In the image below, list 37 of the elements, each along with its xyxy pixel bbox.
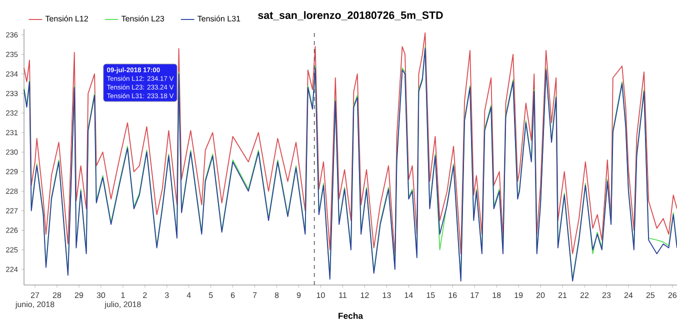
x-tick-label: 12: [360, 292, 369, 298]
x-tick-label: 20: [536, 292, 545, 298]
x-tick-label: 3: [164, 292, 169, 298]
chart-title: sat_san_lorenzo_20180726_5m_STD: [258, 11, 443, 20]
x-tick-label: 7: [252, 292, 257, 298]
x-tick-label: 25: [646, 292, 655, 298]
x-axis-title: Fecha: [338, 312, 364, 319]
text: julio, 2018: [104, 301, 141, 309]
x-tick-label: 27: [30, 292, 40, 298]
x-tick-label: 14: [404, 292, 413, 298]
x-tick-label: 16: [448, 292, 457, 298]
x-tick-label: 23: [602, 292, 611, 298]
x-tick-label: 22: [580, 292, 589, 298]
x-tick-label: 15: [426, 292, 435, 298]
x-tick-label: 21: [558, 292, 567, 298]
x-tick-label: 4: [186, 292, 191, 298]
x-tick-label: 2: [143, 292, 147, 298]
x-tick-label: 6: [230, 292, 235, 298]
x-tick-label: 24: [624, 292, 633, 298]
x-tick-label: 5: [208, 292, 213, 298]
legend-label: Tensión L31: [198, 16, 240, 22]
x-tick-label: 19: [514, 292, 523, 298]
legend-label: Tensión L23: [121, 16, 164, 22]
x-tick-label: 28: [52, 292, 62, 298]
x-tick-label: 9: [296, 292, 301, 298]
x-tick-label: 10: [316, 292, 325, 298]
x-tick-label: 1: [121, 292, 125, 298]
x-tick-label: 18: [492, 292, 501, 298]
x-tick-label: 13: [382, 292, 391, 298]
x-tick-label: 17: [470, 292, 479, 298]
legend-label: Tensión L12: [45, 16, 88, 22]
x-tick-label: 26: [668, 292, 677, 298]
x-tick-label: 30: [96, 292, 106, 298]
x-tick-label: 11: [339, 292, 346, 298]
text: junio, 2018: [15, 301, 54, 309]
x-tick-label: 8: [274, 292, 279, 298]
x-tick-label: 29: [74, 292, 84, 298]
